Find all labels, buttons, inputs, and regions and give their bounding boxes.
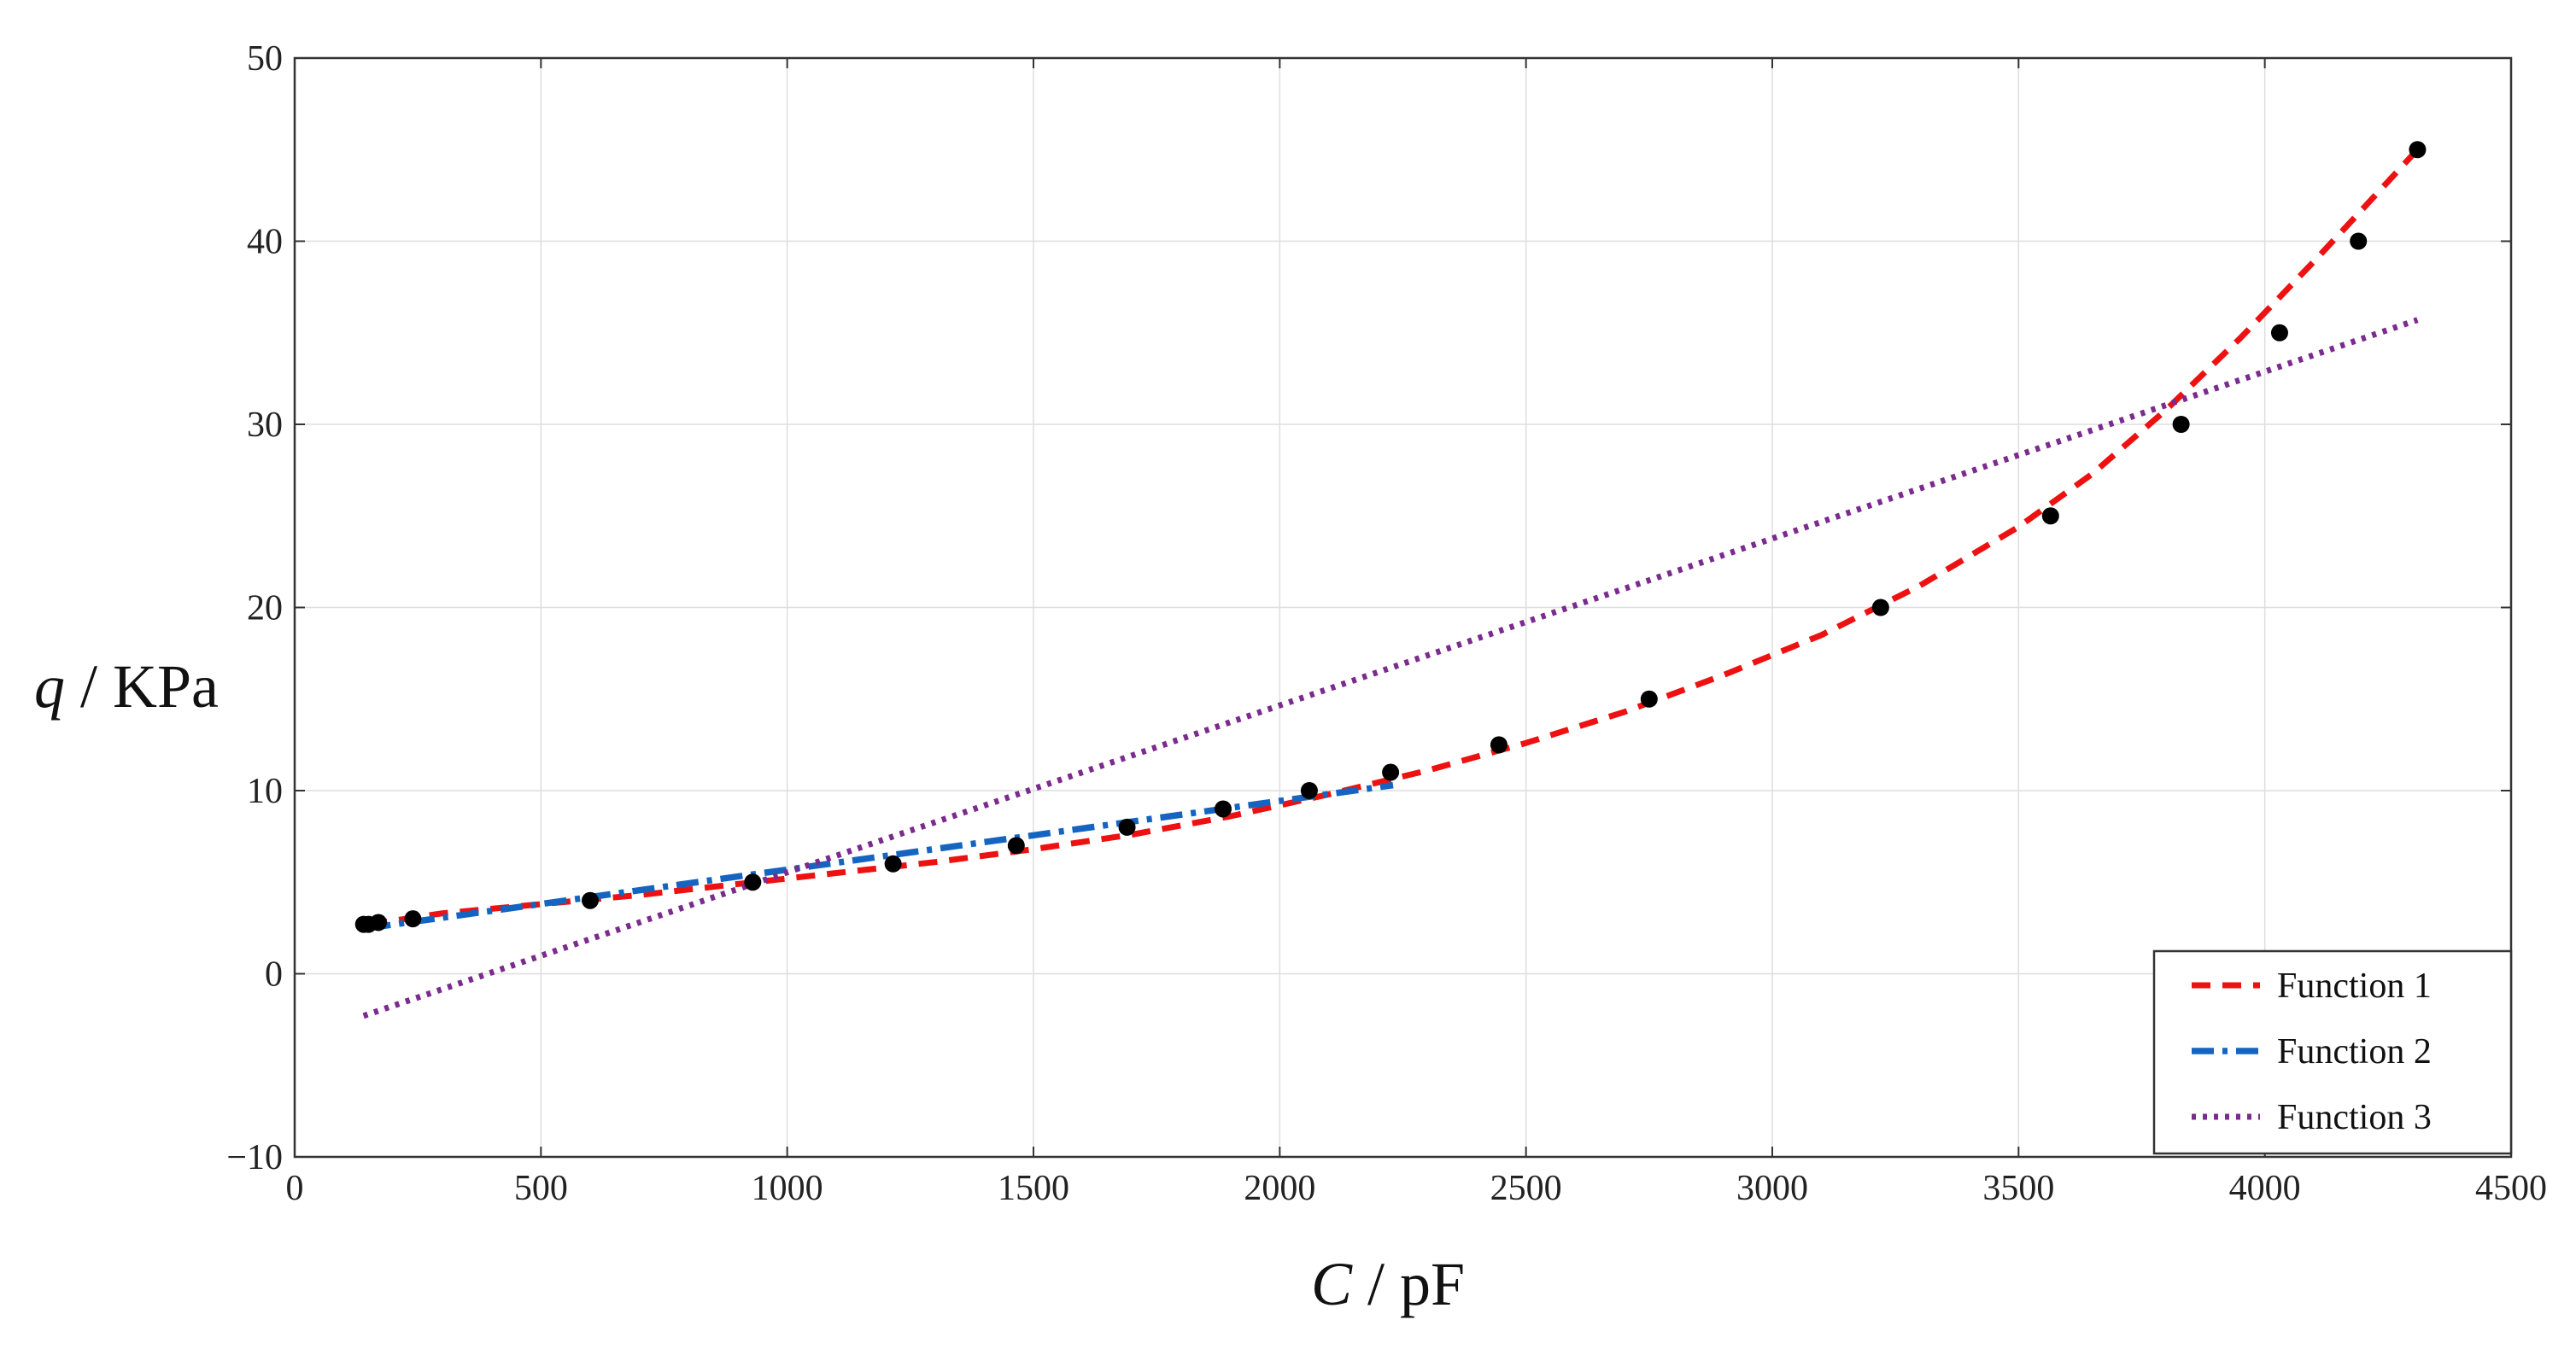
y-tick-label: 10 — [247, 772, 283, 811]
series-layer — [362, 147, 2420, 1019]
legend-label-function-1: Function 1 — [2277, 966, 2432, 1006]
x-axis-variable: C — [1311, 1250, 1353, 1318]
x-tick-label: 3500 — [1982, 1169, 2054, 1208]
x-tick-label: 1500 — [998, 1169, 1069, 1208]
legend: Function 1 Function 2 Function 3 — [2152, 949, 2513, 1155]
data-point — [1300, 782, 1318, 799]
y-axis-label: q / KPa — [34, 652, 219, 721]
data-point — [1490, 736, 1508, 754]
data-point — [1640, 690, 1658, 708]
data-point — [1382, 763, 1400, 781]
x-tick-label: 4500 — [2475, 1169, 2547, 1208]
series-line-function-2 — [367, 781, 1394, 931]
y-tick-label: 20 — [247, 589, 283, 628]
legend-label-function-3: Function 3 — [2277, 1098, 2432, 1137]
data-point — [1215, 800, 1232, 818]
y-tick-labels: −10 0 10 20 30 40 50 — [226, 39, 283, 1177]
data-point — [2041, 507, 2059, 525]
data-point — [582, 891, 599, 909]
data-points — [354, 141, 2427, 933]
data-point — [2350, 232, 2368, 250]
tick-marks — [294, 57, 2512, 1158]
x-tick-label: 2000 — [1244, 1169, 1315, 1208]
x-tick-labels: 0 500 1000 1500 2000 2500 3000 3500 4000 4500 — [286, 1169, 2548, 1208]
x-axis-unit: / pF — [1352, 1250, 1465, 1318]
data-point — [2270, 324, 2288, 342]
y-axis-variable: q — [34, 652, 65, 721]
legend-entry-function-3: Function 3 — [2192, 1098, 2432, 1137]
legend-label-function-2: Function 2 — [2277, 1032, 2432, 1072]
legend-entry-function-2: Function 2 — [2192, 1032, 2432, 1072]
data-point — [2409, 141, 2427, 159]
grid — [295, 58, 2511, 1157]
x-tick-label: 500 — [514, 1169, 568, 1208]
x-tick-label: 1000 — [752, 1169, 823, 1208]
data-point — [370, 914, 388, 931]
data-point — [1118, 818, 1136, 836]
x-tick-label: 3000 — [1736, 1169, 1808, 1208]
y-tick-label: 40 — [247, 223, 283, 262]
data-point — [1871, 599, 1889, 616]
x-tick-label: 2500 — [1490, 1169, 1562, 1208]
y-tick-label: 0 — [265, 955, 283, 995]
y-tick-label: 30 — [247, 406, 283, 445]
data-point — [744, 873, 762, 891]
series-line-function-1 — [367, 147, 2420, 928]
x-tick-label: 0 — [286, 1169, 304, 1208]
data-point — [2172, 416, 2190, 433]
x-axis-label: C / pF — [1311, 1250, 1465, 1318]
data-point — [404, 910, 422, 928]
y-tick-label: 50 — [247, 39, 283, 79]
legend-entry-function-1: Function 1 — [2192, 966, 2432, 1006]
y-axis-unit: / KPa — [65, 652, 219, 721]
x-tick-label: 4000 — [2229, 1169, 2301, 1208]
y-tick-label: −10 — [226, 1138, 283, 1177]
data-point — [884, 855, 902, 873]
data-point — [1007, 837, 1025, 855]
